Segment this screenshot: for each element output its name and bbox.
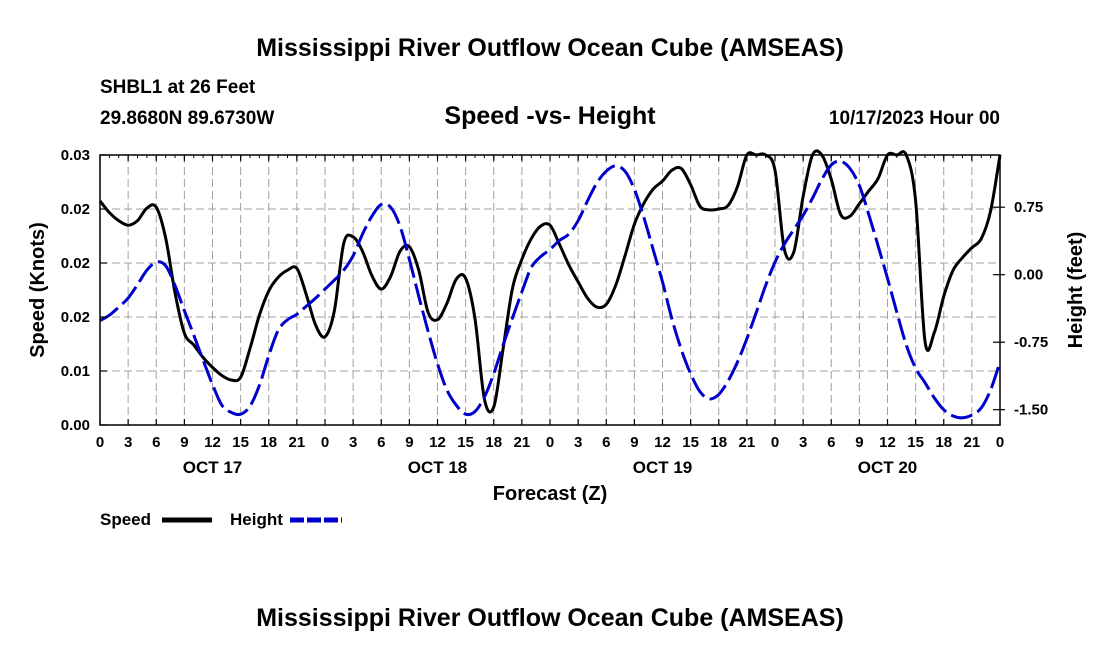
x-tick-label: 15 (232, 434, 249, 451)
series-layer (98, 149, 1002, 420)
x-tick-label: 3 (349, 434, 357, 451)
height-series-line (99, 159, 1002, 420)
x-tick-label: 0 (546, 434, 554, 451)
footer-title: Mississippi River Outflow Ocean Cube (AM… (256, 604, 844, 632)
coordinates-label: 29.8680N 89.6730W (100, 108, 274, 129)
x-tick-label: 0 (96, 434, 104, 451)
x-tick-label: 6 (152, 434, 160, 451)
y-tick-label: 0.03 (61, 147, 90, 164)
y-tick-label: 0.00 (61, 417, 90, 434)
x-tick-label: 12 (654, 434, 671, 451)
y2-tick-label: -1.50 (1014, 402, 1048, 419)
x-tick-label: 18 (710, 434, 727, 451)
x-tick-label: 18 (260, 434, 277, 451)
x-tick-label: 3 (124, 434, 132, 451)
x-tick-label: 21 (514, 434, 531, 451)
y-axis-label: Speed (Knots) (27, 222, 49, 358)
x-tick-label: 12 (204, 434, 221, 451)
y-tick-label: 0.02 (61, 255, 90, 272)
y2-axis-label: Height (feet) (1065, 232, 1087, 349)
x-tick-label: 9 (855, 434, 863, 451)
date-label: OCT 19 (633, 458, 693, 477)
y-tick-label: 0.02 (61, 309, 90, 326)
x-tick-label: 21 (964, 434, 981, 451)
y2-tick-label: -0.75 (1014, 334, 1048, 351)
x-tick-label: 3 (799, 434, 807, 451)
legend: Speed Height (100, 510, 342, 529)
x-tick-label: 6 (827, 434, 835, 451)
chart-subtitle: Speed -vs- Height (444, 102, 656, 130)
speed-series-line (98, 149, 1002, 414)
x-tick-label: 6 (602, 434, 610, 451)
x-tick-label: 12 (429, 434, 446, 451)
x-tick-label: 9 (180, 434, 188, 451)
chart-main-title: Mississippi River Outflow Ocean Cube (AM… (256, 34, 844, 62)
x-tick-label: 0 (771, 434, 779, 451)
date-label: OCT 18 (408, 458, 468, 477)
grid-lines (100, 155, 1000, 425)
x-tick-label: 21 (289, 434, 306, 451)
legend-speed-label: Speed (100, 510, 151, 529)
station-label: SHBL1 at 26 Feet (100, 77, 256, 98)
x-tick-label: 21 (739, 434, 756, 451)
date-label: OCT 20 (858, 458, 918, 477)
date-label: OCT 17 (183, 458, 243, 477)
y2-tick-label: 0.00 (1014, 267, 1043, 284)
x-tick-label: 6 (377, 434, 385, 451)
y2-tick-label: 0.75 (1014, 199, 1043, 216)
x-tick-label: 15 (682, 434, 699, 451)
y-tick-label: 0.02 (61, 201, 90, 218)
x-tick-label: 0 (321, 434, 329, 451)
x-tick-label: 18 (935, 434, 952, 451)
x-tick-label: 15 (907, 434, 924, 451)
y-tick-label: 0.01 (61, 363, 90, 380)
legend-height-label: Height (230, 510, 283, 529)
forecast-datetime: 10/17/2023 Hour 00 (829, 108, 1000, 129)
x-tick-label: 18 (485, 434, 502, 451)
x-axis-label: Forecast (Z) (493, 483, 607, 505)
x-tick-label: 15 (457, 434, 474, 451)
x-tick-label: 9 (630, 434, 638, 451)
x-tick-label: 3 (574, 434, 582, 451)
x-tick-label: 9 (405, 434, 413, 451)
axes-layer: 0 3 6 9 12 15 18 21 0 3 6 9 12 15 18 21 0 3 6 9 12 15 18 21 0 3 6 9… (61, 147, 1048, 477)
x-tick-label: 12 (879, 434, 896, 451)
x-tick-label: 0 (996, 434, 1004, 451)
